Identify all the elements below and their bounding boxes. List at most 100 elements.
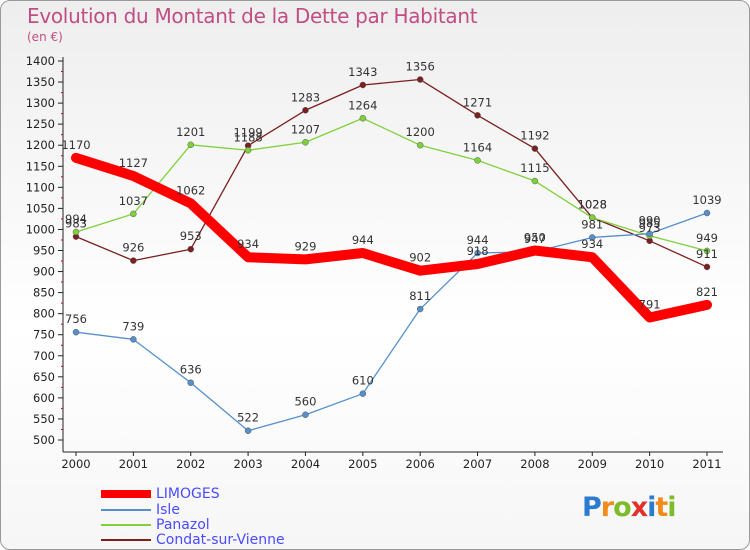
data-label: 756 <box>65 312 87 326</box>
logo-letter: i <box>647 492 656 523</box>
logo-letter: t <box>655 492 668 523</box>
y-tick-label: 1100 <box>26 180 55 194</box>
data-label: 973 <box>639 221 661 235</box>
data-point <box>646 314 653 321</box>
data-label: 990 <box>639 214 661 228</box>
legend-item-isle: Isle <box>101 502 180 518</box>
x-tick-label: 2010 <box>635 457 664 471</box>
chart-title: Evolution du Montant de la Dette par Hab… <box>27 4 478 28</box>
data-point <box>359 81 367 89</box>
y-tick-label: 600 <box>33 391 55 405</box>
data-label: 821 <box>696 285 718 299</box>
data-point <box>646 230 653 237</box>
data-label: 1115 <box>520 161 549 175</box>
y-tick-label: 950 <box>33 244 55 258</box>
y-tick-label: 500 <box>33 433 55 447</box>
data-label: 1200 <box>406 125 435 139</box>
data-point <box>589 214 596 221</box>
x-tick-label: 2002 <box>176 457 205 471</box>
data-point <box>244 147 252 154</box>
data-label: 902 <box>409 251 431 265</box>
data-label: 1283 <box>291 90 320 104</box>
data-label: 1343 <box>348 65 377 79</box>
data-label: 1188 <box>233 130 262 144</box>
data-label: 739 <box>122 319 144 333</box>
x-tick-label: 2011 <box>692 457 721 471</box>
data-point <box>704 301 710 308</box>
data-label: 1199 <box>233 126 262 140</box>
data-label: 944 <box>467 233 489 247</box>
x-tick-label: 2006 <box>406 457 435 471</box>
data-label: 636 <box>180 363 202 377</box>
data-point <box>359 115 367 122</box>
data-label: 1127 <box>119 156 148 170</box>
data-label: 947 <box>524 232 546 246</box>
y-tick-label: 850 <box>33 286 55 300</box>
data-label: 1356 <box>406 60 435 74</box>
data-label: 522 <box>237 411 259 425</box>
data-label: 981 <box>581 217 603 231</box>
data-label: 560 <box>294 395 316 409</box>
data-point <box>187 200 194 207</box>
data-label: 911 <box>696 247 718 261</box>
data-point <box>302 139 309 146</box>
data-point <box>474 249 481 257</box>
data-label: 1207 <box>291 122 320 136</box>
series-line <box>71 152 712 323</box>
data-point <box>474 260 481 267</box>
data-point <box>245 254 252 261</box>
legend-label: Panazol <box>156 517 210 533</box>
y-tick-label: 550 <box>33 412 55 426</box>
y-tick-label: 650 <box>33 370 55 384</box>
data-point <box>416 76 424 83</box>
y-tick-label: 1150 <box>26 159 55 173</box>
data-point <box>359 250 366 257</box>
data-point <box>703 263 711 271</box>
data-point <box>531 145 539 152</box>
logo-letter: x <box>630 492 648 523</box>
data-label: 1264 <box>348 98 377 112</box>
series-line <box>75 78 708 268</box>
data-label: 953 <box>180 229 202 243</box>
data-label: 610 <box>352 374 374 388</box>
y-tick-label: 900 <box>33 265 55 279</box>
data-point <box>703 247 711 255</box>
data-point <box>474 112 481 119</box>
data-label: 1192 <box>520 129 549 143</box>
data-point <box>474 157 481 164</box>
data-label: 1164 <box>463 140 492 154</box>
data-label: 944 <box>352 233 374 247</box>
y-tick-label: 800 <box>33 307 55 321</box>
data-point <box>531 247 538 254</box>
data-point <box>417 267 424 274</box>
data-label: 811 <box>409 289 431 303</box>
data-point <box>187 245 194 253</box>
data-point <box>187 379 194 386</box>
data-point <box>589 254 596 261</box>
data-point <box>302 256 309 263</box>
data-label: 950 <box>524 231 546 245</box>
y-tick-label: 1350 <box>26 75 55 89</box>
logo-letter: P <box>582 492 602 523</box>
data-label: 1201 <box>176 125 205 139</box>
data-point <box>302 107 309 114</box>
x-tick-label: 2004 <box>291 457 320 471</box>
data-point <box>130 257 137 264</box>
data-label: 1028 <box>578 198 607 212</box>
data-label: 791 <box>639 297 661 311</box>
logo-letter: i <box>667 492 676 523</box>
y-tick-label: 700 <box>33 349 55 363</box>
legend-label: Condat-sur-Vienne <box>156 532 285 548</box>
data-label: 934 <box>237 237 259 251</box>
data-label: 918 <box>467 244 489 258</box>
data-label: 1271 <box>463 95 492 109</box>
legend-label: LIMOGES <box>156 486 220 502</box>
data-point <box>302 411 309 418</box>
y-tick-label: 1250 <box>26 117 55 131</box>
chart-subtitle: (en €) <box>27 30 63 44</box>
x-tick-label: 2009 <box>578 457 607 471</box>
y-tick-label: 1050 <box>26 201 55 215</box>
legend-swatch-isle <box>101 509 151 511</box>
data-point <box>130 210 137 218</box>
